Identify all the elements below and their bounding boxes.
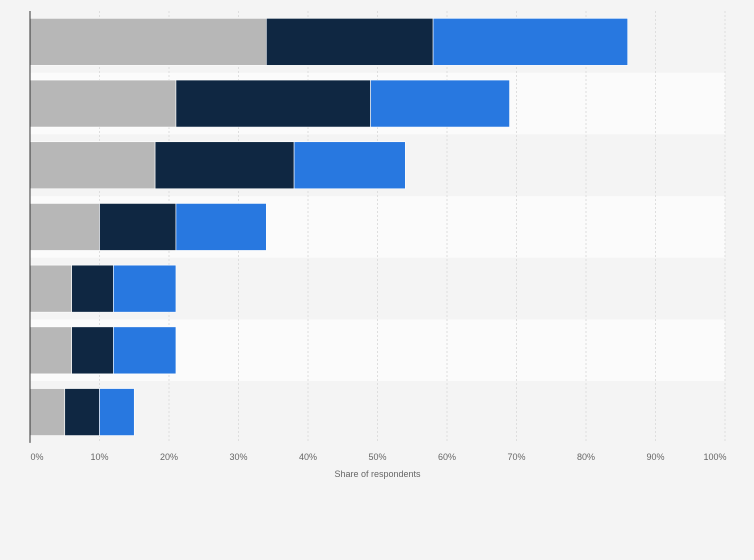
x-tick-label: 40% <box>299 452 317 462</box>
x-tick-label: 70% <box>507 452 525 462</box>
x-axis-title: Share of respondents <box>334 469 421 479</box>
bar-segment-3-1 <box>29 141 156 190</box>
bar-segment-7-3 <box>99 388 135 436</box>
x-tick-label: 80% <box>577 452 595 462</box>
bar-segment-6-3 <box>113 326 177 375</box>
x-tick-label: 50% <box>368 452 386 462</box>
x-tick-label: 100% <box>703 452 726 462</box>
bar-segment-7-1 <box>29 388 66 436</box>
bar-segment-2-3 <box>370 79 510 128</box>
bar-segment-6-1 <box>29 326 73 375</box>
x-tick-label: 20% <box>160 452 178 462</box>
bar-segment-2-2 <box>175 79 371 128</box>
bar-segment-6-2 <box>71 326 114 375</box>
bar-segment-4-1 <box>29 203 100 251</box>
bar-segment-1-2 <box>265 18 434 66</box>
bar-segment-2-1 <box>29 79 177 128</box>
bar-segment-5-1 <box>29 264 73 313</box>
x-tick-label: 60% <box>438 452 456 462</box>
x-tick-label: 10% <box>90 452 108 462</box>
x-tick-label: 0% <box>30 452 43 462</box>
bar-segment-5-2 <box>71 264 114 313</box>
bar-segment-7-2 <box>64 388 100 436</box>
bars <box>29 18 629 436</box>
x-tick-labels: 0% 10% 20% 30% 40% 50% 60% 70% 80% 90% 100% <box>30 452 726 462</box>
bar-segment-4-2 <box>99 203 177 251</box>
bar-segment-5-3 <box>113 264 177 313</box>
bar-segment-4-3 <box>175 203 267 251</box>
bar-segment-3-2 <box>154 141 295 190</box>
x-tick-label: 30% <box>229 452 247 462</box>
x-tick-label: 90% <box>646 452 664 462</box>
bar-segment-3-3 <box>293 141 406 190</box>
bar-segment-1-1 <box>29 18 267 66</box>
bar-segment-1-3 <box>432 18 629 66</box>
